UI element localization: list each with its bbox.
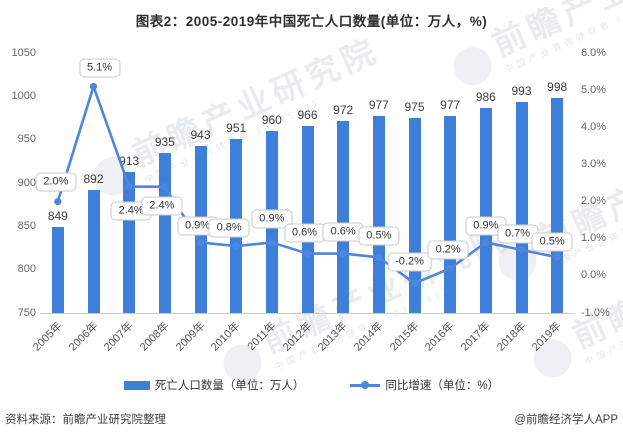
legend-label-deaths: 死亡人口数量（单位：万人） — [154, 380, 305, 392]
bar-value-label: 913 — [119, 153, 140, 168]
bar-value-label: 943 — [190, 127, 211, 142]
line-point-marker — [303, 249, 312, 258]
bar-series-swatch — [123, 380, 150, 390]
growth-value-callout: 0.9% — [251, 209, 293, 229]
line-point-marker — [517, 246, 526, 254]
legend-item-deaths: 死亡人口数量（单位：万人） — [123, 377, 305, 393]
line-point-marker — [54, 197, 62, 206]
line-point-marker — [232, 242, 240, 250]
line-point-marker — [196, 238, 205, 247]
line-point-marker — [482, 238, 490, 247]
footer: 资料来源：前瞻产业研究院整理 @前瞻经济学人APP — [5, 411, 618, 427]
line-point-marker — [268, 238, 276, 247]
growth-value-callout: 0.2% — [427, 240, 469, 260]
line-series-marker-icon — [350, 381, 381, 390]
bar-value-label: 951 — [226, 120, 247, 135]
bar — [372, 116, 385, 313]
bar — [337, 120, 350, 313]
y-axis-tick-right: 3.0% — [581, 157, 607, 170]
bar — [515, 102, 528, 313]
growth-value-callout: 0.7% — [496, 224, 539, 244]
watermark-subtext: 中国产业咨询领导者（839599） — [583, 277, 623, 367]
y-axis-tick-right: 6.0% — [581, 46, 607, 59]
legend: 死亡人口数量（单位：万人） 同比增速（单位：%） — [0, 377, 623, 393]
bar-value-label: 960 — [261, 113, 282, 127]
bar — [51, 227, 64, 313]
line-point-marker — [125, 183, 133, 191]
legend-item-growth: 同比增速（单位：%） — [350, 377, 499, 393]
y-axis-tick-left: 850 — [17, 219, 36, 232]
growth-value-callout: 2.4% — [141, 196, 183, 216]
y-axis-tick-left: 900 — [17, 176, 36, 189]
bar-value-label: 986 — [475, 90, 496, 105]
bar-value-label: 998 — [547, 80, 568, 95]
y-axis-tick-left: 800 — [17, 263, 36, 276]
y-axis-tick-left: 750 — [17, 306, 36, 319]
y-axis-tick-left: 950 — [17, 133, 36, 146]
legend-label-growth: 同比增速（单位：%） — [385, 380, 500, 392]
bar-value-label: 975 — [404, 100, 425, 114]
source-text: 资料来源：前瞻产业研究院整理 — [5, 414, 166, 426]
line-point-marker — [161, 183, 169, 191]
y-axis-tick-right: 1.0% — [581, 232, 607, 245]
growth-value-callout: 0.5% — [358, 226, 400, 246]
line-point-marker — [446, 264, 454, 273]
growth-value-callout: 2.0% — [35, 172, 77, 192]
bar-value-label: 849 — [47, 209, 68, 224]
bar-value-label: 972 — [333, 102, 354, 117]
y-axis-tick-right: 5.0% — [581, 83, 607, 96]
growth-value-callout: 5.1% — [78, 58, 121, 78]
y-axis-tick-left: 1000 — [11, 89, 36, 102]
line-point-marker — [375, 253, 383, 261]
growth-value-callout: -0.2% — [387, 252, 432, 272]
line-point-marker — [89, 82, 98, 91]
line-point-marker — [553, 253, 561, 261]
bar-value-label: 977 — [440, 98, 461, 113]
bar-value-label: 935 — [154, 134, 175, 149]
line-point-marker — [410, 279, 419, 287]
bar-value-label: 892 — [83, 171, 104, 186]
bar — [87, 189, 100, 313]
growth-value-callout: 0.8% — [208, 218, 250, 238]
y-axis-tick-right: 2.0% — [581, 195, 607, 208]
growth-value-callout: 0.9% — [176, 216, 219, 236]
growth-value-callout: 0.6% — [283, 223, 326, 243]
bar-value-label: 993 — [511, 84, 532, 99]
growth-value-callout: 0.5% — [531, 232, 573, 252]
credit-text: @前瞻经济学人APP — [514, 414, 618, 426]
bar-value-label: 977 — [368, 98, 389, 113]
growth-line-plot — [54, 82, 561, 287]
y-axis-tick-right: 0.0% — [581, 269, 607, 282]
chart-title: 图表2：2005-2019年中国死亡人口数量(单位：万人，%) — [135, 14, 488, 29]
line-point-marker — [339, 249, 347, 258]
y-axis-tick-right: 4.0% — [581, 120, 607, 133]
bar — [479, 108, 492, 313]
bar — [301, 125, 314, 313]
growth-value-callout: 0.9% — [465, 216, 507, 236]
y-axis-tick-left: 1050 — [11, 46, 36, 59]
bar-value-label: 966 — [297, 107, 318, 122]
x-axis-line — [40, 313, 575, 314]
y-axis-tick-right: -1.0% — [581, 306, 610, 319]
bar — [444, 116, 457, 313]
